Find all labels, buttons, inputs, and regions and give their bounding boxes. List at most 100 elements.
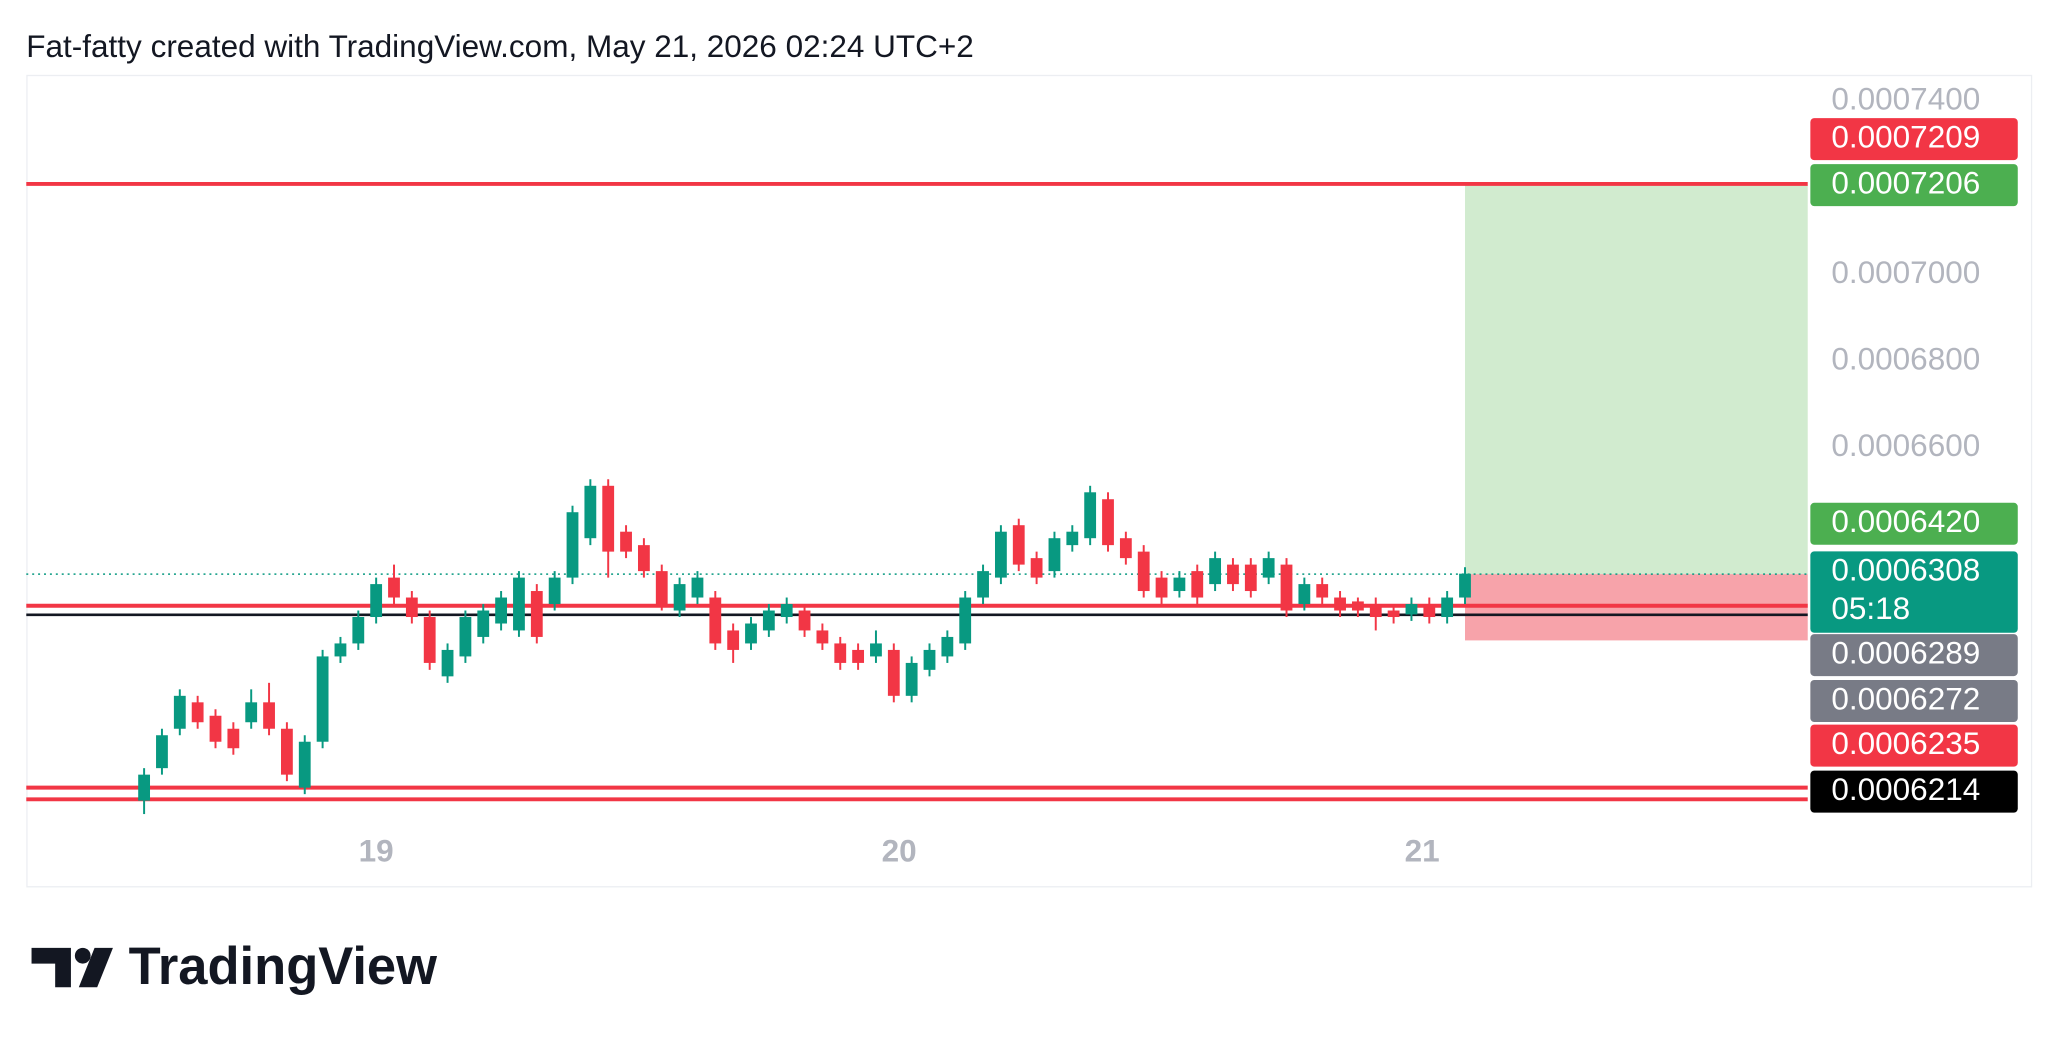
candle-body bbox=[1030, 558, 1043, 578]
candle-body bbox=[994, 531, 1007, 578]
candle-body bbox=[263, 702, 275, 729]
candle-body bbox=[173, 695, 186, 729]
price-badge bbox=[1810, 551, 2018, 633]
candle-body bbox=[1423, 604, 1436, 618]
countdown-label: 05:18 bbox=[1831, 590, 1910, 626]
candle-body bbox=[1405, 604, 1418, 615]
candle-body bbox=[887, 649, 900, 696]
candle-body bbox=[1209, 558, 1222, 585]
candle-body bbox=[1066, 531, 1079, 546]
candle-body bbox=[1441, 597, 1454, 618]
price-badge bbox=[1810, 634, 2018, 677]
candle-body bbox=[441, 649, 454, 677]
logo-shape bbox=[31, 947, 71, 988]
price-badge bbox=[1810, 118, 2018, 161]
candle-body bbox=[156, 735, 168, 769]
candle-body bbox=[852, 649, 865, 663]
candle-body bbox=[1262, 558, 1275, 578]
logo-icon bbox=[31, 947, 113, 988]
candle-body bbox=[816, 630, 829, 644]
candle-body bbox=[977, 571, 989, 598]
candle-body bbox=[495, 597, 508, 624]
position-box bbox=[1465, 185, 1808, 575]
candle-body bbox=[1334, 597, 1346, 611]
candle-body bbox=[548, 577, 561, 605]
candle-body bbox=[513, 577, 525, 631]
candle-body bbox=[138, 774, 151, 801]
candle-body bbox=[1048, 538, 1061, 572]
candle-body bbox=[655, 571, 668, 605]
candle-body bbox=[423, 617, 436, 663]
candle-body bbox=[870, 643, 882, 657]
y-tick-label: 0.0006600 bbox=[1831, 427, 1980, 463]
candle-body bbox=[941, 636, 954, 657]
logo-text: TradingView bbox=[129, 937, 437, 996]
y-tick-label: 0.0006800 bbox=[1831, 340, 1980, 376]
price-badge-label: 0.0006289 bbox=[1831, 634, 1980, 670]
candle-body bbox=[191, 702, 204, 723]
candle-body bbox=[1173, 577, 1186, 592]
candle-body bbox=[1351, 601, 1364, 611]
candle-body bbox=[798, 610, 811, 631]
x-tick-label: 19 bbox=[359, 833, 394, 869]
price-badge-label: 0.0006308 bbox=[1831, 552, 1980, 588]
candle-body bbox=[1298, 584, 1311, 605]
candle-body bbox=[477, 610, 490, 637]
candle-body bbox=[1191, 571, 1204, 598]
candle-body bbox=[1155, 577, 1168, 598]
x-tick-label: 20 bbox=[882, 833, 917, 869]
candle-body bbox=[709, 597, 722, 644]
candle-body bbox=[1012, 525, 1025, 565]
candle-body bbox=[316, 656, 329, 742]
candle-body bbox=[834, 643, 847, 663]
candle-body bbox=[1459, 573, 1471, 598]
candle-body bbox=[584, 485, 597, 539]
header: Fat-fatty created with TradingView.com, … bbox=[26, 28, 974, 64]
price-badge bbox=[1810, 502, 2018, 545]
candle-body bbox=[1316, 584, 1329, 598]
price-badge bbox=[1810, 680, 2018, 723]
candle-body bbox=[1227, 564, 1239, 585]
candle-body bbox=[905, 662, 918, 696]
candle-body bbox=[352, 617, 365, 644]
candle-body bbox=[923, 649, 936, 670]
y-tick-label: 0.0007400 bbox=[1831, 81, 1980, 117]
price-badge bbox=[1810, 770, 2018, 813]
price-badge bbox=[1810, 164, 2018, 207]
candle-body bbox=[780, 604, 793, 618]
chart-frame bbox=[26, 74, 2033, 888]
candle-body bbox=[1387, 610, 1400, 618]
price-badge bbox=[1810, 724, 2018, 767]
candle-body bbox=[959, 597, 972, 644]
price-badge-label: 0.0007206 bbox=[1831, 164, 1980, 200]
candle-body bbox=[298, 741, 311, 788]
candle-body bbox=[637, 545, 650, 572]
candle-body bbox=[334, 643, 347, 657]
candle-body bbox=[1102, 499, 1114, 546]
price-badge-label: 0.0006214 bbox=[1831, 771, 1980, 807]
candle-body bbox=[1119, 538, 1132, 559]
candle-body bbox=[227, 728, 240, 749]
candle-body bbox=[566, 512, 579, 578]
candle-body bbox=[405, 597, 418, 618]
candle-body bbox=[459, 617, 472, 657]
candle-body bbox=[1369, 604, 1382, 618]
plot: 0.0007400 0.0007000 0.0006800 0.0006600 19 20… bbox=[26, 81, 2018, 869]
candle-body bbox=[1137, 551, 1150, 592]
candle-body bbox=[280, 728, 293, 775]
candle-body bbox=[245, 702, 258, 723]
y-tick-label: 0.0007000 bbox=[1831, 254, 1980, 290]
candle-body bbox=[673, 584, 686, 611]
candle-body bbox=[1244, 564, 1257, 592]
price-badge-label: 0.0007209 bbox=[1831, 118, 1980, 154]
candle-body bbox=[602, 485, 615, 552]
candle-body bbox=[691, 577, 704, 598]
candle-body bbox=[745, 623, 757, 644]
price-badge-label: 0.0006235 bbox=[1831, 725, 1980, 761]
x-tick-label: 21 bbox=[1405, 833, 1440, 869]
candle-body bbox=[620, 531, 632, 552]
candle-body bbox=[388, 577, 400, 598]
price-badge-label: 0.0006420 bbox=[1831, 503, 1980, 539]
